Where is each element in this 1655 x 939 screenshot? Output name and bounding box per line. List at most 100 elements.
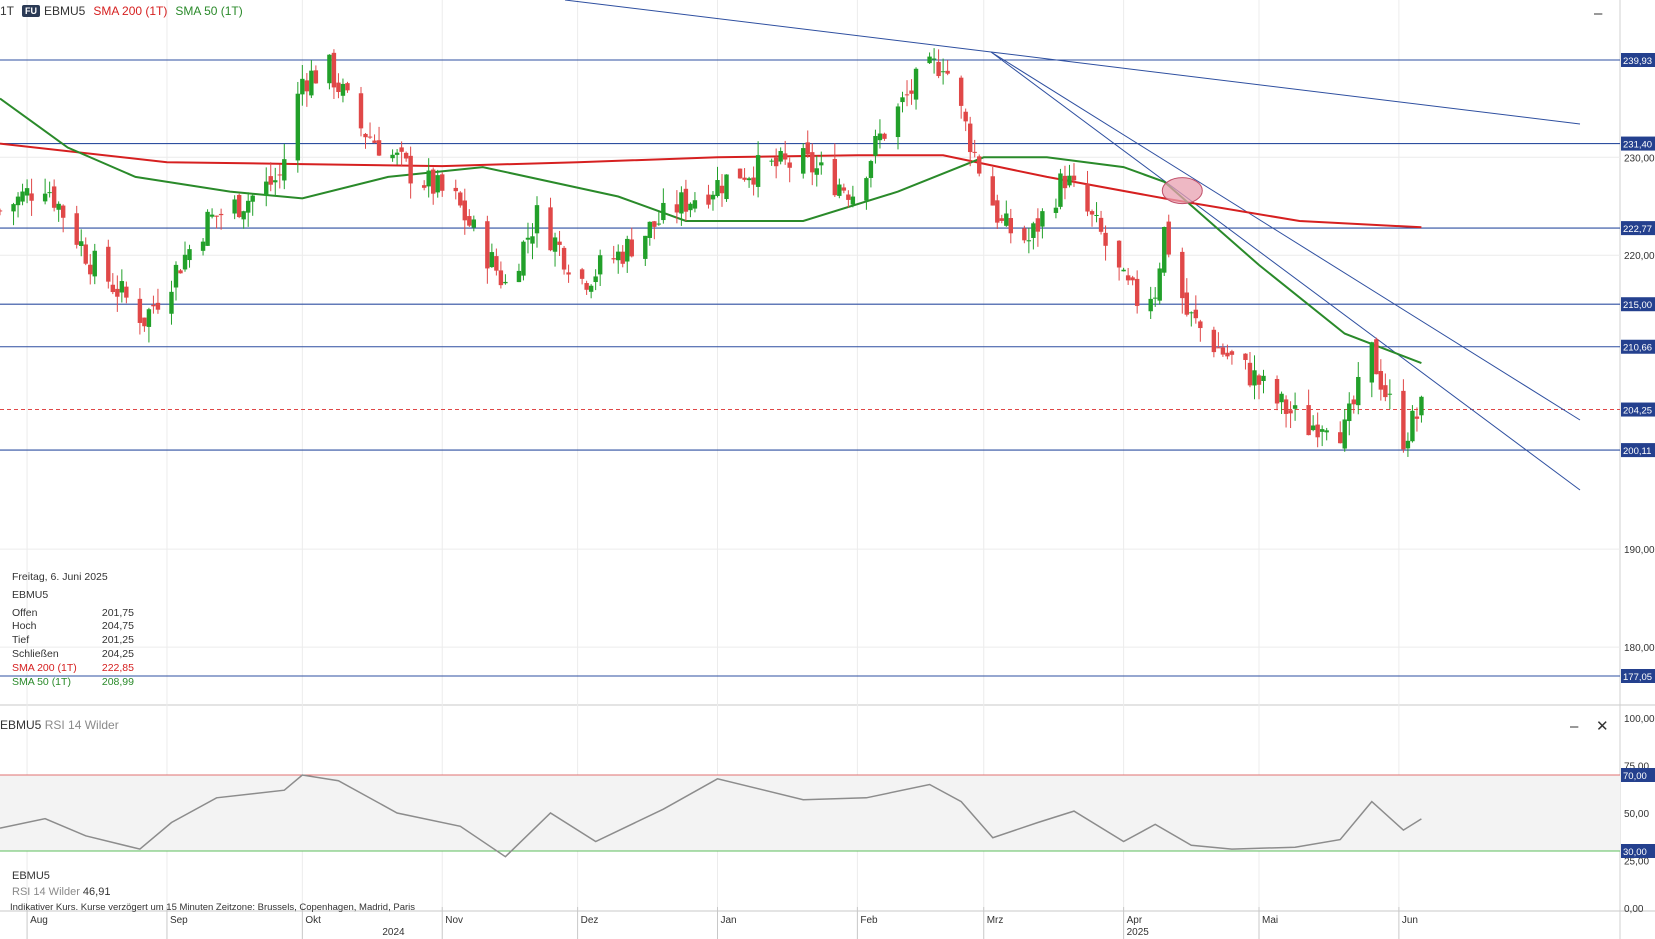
candle-up (1387, 393, 1393, 395)
year-label: 2025 (1127, 927, 1150, 938)
candle-up (1410, 410, 1415, 442)
candle-down (363, 133, 368, 138)
interval-label[interactable]: 1T (0, 4, 15, 18)
candle-up (593, 276, 598, 283)
month-label: Dez (581, 915, 599, 926)
candle-down (1193, 309, 1199, 319)
rsi-level-tag (1621, 844, 1655, 858)
candle-up (47, 192, 52, 194)
rsi-header: EBMU5 RSI 14 Wilder (0, 718, 119, 732)
minimize-rsi-button[interactable]: – (1570, 718, 1579, 735)
candle-up (182, 254, 188, 270)
candle-down (88, 264, 93, 275)
rsi-chart (0, 774, 1620, 858)
month-label: Mrz (987, 915, 1004, 926)
candle-down (178, 270, 183, 274)
candle-up (1342, 419, 1347, 449)
rsi-level-tag (1621, 768, 1655, 782)
sma200-legend[interactable]: SMA 200 (1T) (93, 4, 168, 18)
candle-down (1225, 352, 1230, 357)
candle-down (367, 136, 373, 138)
price-level-tag-text: 210,66 (1623, 343, 1652, 354)
candle-up (769, 160, 774, 162)
candle-up (1162, 227, 1167, 273)
candle-up (295, 93, 301, 161)
candle-down (1288, 410, 1293, 414)
candle-down (995, 200, 1000, 223)
candle-up (692, 200, 698, 209)
candle-down (0, 210, 3, 212)
candle-up (232, 199, 237, 214)
candle-up (1121, 269, 1126, 272)
candle-down (1383, 385, 1388, 398)
candle-up (1189, 312, 1194, 314)
sma50-legend[interactable]: SMA 50 (1T) (175, 4, 243, 18)
candle-up (552, 237, 558, 252)
candle-down (115, 288, 120, 297)
candle-up (1153, 297, 1158, 299)
candle-down (1184, 292, 1189, 315)
rsi-header-indicator[interactable]: RSI 14 Wilder (44, 718, 119, 732)
trendline (990, 51, 1581, 125)
candle-up (209, 214, 215, 217)
candle-down (1351, 399, 1356, 405)
candle-down (110, 284, 116, 293)
info-row-high: Hoch 204,75 (12, 620, 134, 633)
candle-up (1310, 425, 1316, 431)
candle-up (778, 151, 783, 162)
candle-up (340, 83, 346, 96)
marker (1161, 177, 1203, 205)
candle-up (530, 236, 535, 244)
candle-up (877, 133, 883, 141)
candle-down (557, 241, 562, 245)
candle-down (1035, 218, 1041, 232)
candle-down (1134, 278, 1140, 306)
trendlines (564, 0, 1581, 491)
candle-down (155, 302, 161, 310)
candle-up (895, 106, 901, 138)
candle-down (1211, 329, 1217, 353)
candle-up (819, 162, 824, 166)
chart-header: 1T FU EBMU5 SMA 200 (1T) SMA 50 (1T) (0, 2, 251, 20)
candle-down (1247, 362, 1253, 386)
candle-down (453, 187, 458, 192)
price-level-tag-text: 215,00 (1623, 300, 1652, 311)
trendline (990, 51, 1581, 421)
candle-down (706, 194, 711, 205)
candle-up (309, 70, 314, 96)
candle-up (119, 281, 125, 293)
candle-down (372, 140, 377, 143)
candle-down (1256, 375, 1262, 385)
candle-up (1356, 376, 1361, 406)
candle-up (616, 251, 621, 261)
candle-down (485, 221, 490, 269)
candle-down (403, 152, 409, 159)
symbol-label[interactable]: EBMU5 (44, 4, 86, 18)
rsi-header-symbol[interactable]: EBMU5 (0, 718, 42, 732)
close-icon[interactable]: ✕ (1596, 718, 1609, 735)
candle-down (1008, 218, 1014, 234)
price-level-tag (1621, 669, 1655, 683)
candle-down (331, 52, 337, 88)
minimize-main-button[interactable]: – (1594, 5, 1603, 22)
candle-up (1058, 173, 1063, 207)
candle-up (715, 180, 720, 197)
price-levels (0, 59, 1620, 677)
candle-down (1338, 432, 1343, 444)
candle-up (746, 178, 752, 181)
candle-up (1279, 393, 1284, 403)
candle-up (11, 204, 16, 212)
info-date: Freitag, 6. Juni 2025 (12, 571, 108, 583)
price-level-tag (1621, 221, 1655, 236)
candle-up (864, 178, 869, 201)
candle-down (421, 185, 427, 188)
candle-up (1292, 405, 1298, 409)
candle-down (124, 286, 129, 298)
month-label: Feb (860, 915, 878, 926)
year-label: 2024 (382, 927, 405, 938)
candle-up (489, 252, 495, 268)
candle-down (999, 218, 1004, 221)
rsi-tick-label: 75,00 (1624, 762, 1649, 773)
